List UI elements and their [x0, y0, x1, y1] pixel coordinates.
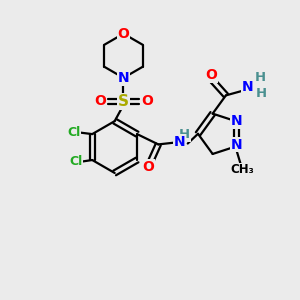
Text: N: N: [242, 80, 253, 94]
Text: N: N: [230, 114, 242, 128]
Text: N: N: [230, 138, 242, 152]
Text: O: O: [205, 68, 217, 83]
Text: Cl: Cl: [67, 126, 81, 139]
Text: CH₃: CH₃: [230, 163, 254, 176]
Text: S: S: [118, 94, 129, 109]
Text: N: N: [174, 135, 185, 149]
Text: H: H: [256, 86, 267, 100]
Text: H: H: [255, 71, 266, 84]
Text: O: O: [94, 94, 106, 108]
Text: O: O: [118, 27, 129, 41]
Text: N: N: [118, 71, 129, 85]
Text: Cl: Cl: [69, 155, 83, 168]
Text: H: H: [179, 128, 190, 141]
Text: O: O: [143, 160, 154, 174]
Text: O: O: [141, 94, 153, 108]
